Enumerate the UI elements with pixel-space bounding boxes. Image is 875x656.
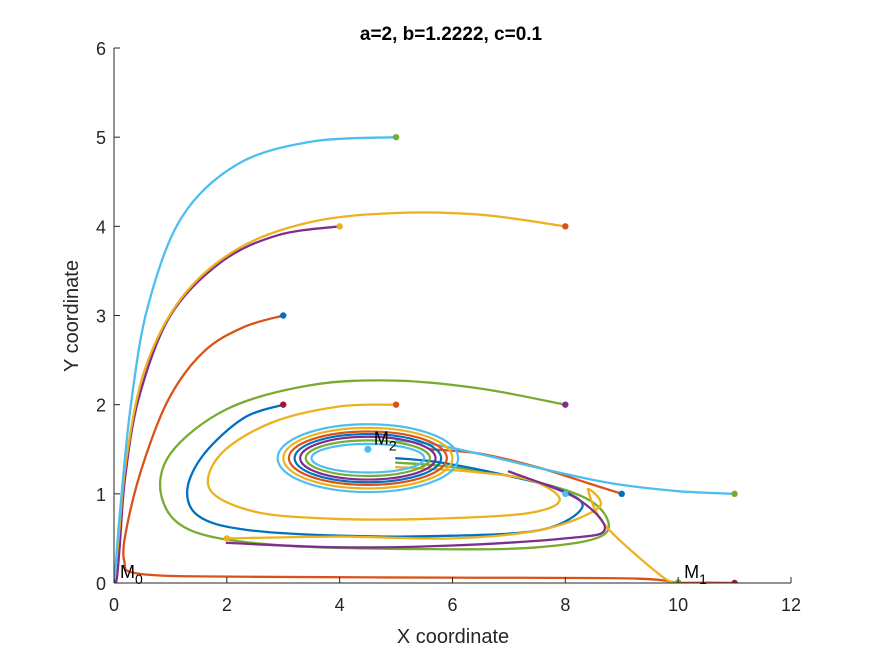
equilibrium-label-m1: M1 <box>684 562 707 587</box>
y-tick-label: 1 <box>96 485 106 505</box>
trajectory-line-4 <box>114 136 398 583</box>
y-tick-label: 6 <box>96 39 106 59</box>
start-point-3 <box>392 133 400 141</box>
x-tick-label: 10 <box>668 595 688 615</box>
equilibrium-label-m0: M0 <box>120 562 143 587</box>
limit-cycle-loop-7 <box>310 442 426 474</box>
start-point-4 <box>562 223 569 230</box>
equilibrium-point-m2 <box>364 445 372 453</box>
y-tick-label: 2 <box>96 396 106 416</box>
limit-cycle-loop-1 <box>276 423 460 494</box>
x-axis-title: X coordinate <box>397 626 509 648</box>
start-point-2 <box>336 223 343 230</box>
y-tick-label: 3 <box>96 307 106 327</box>
x-tick-label: 12 <box>781 595 801 615</box>
start-point-11 <box>731 579 738 583</box>
limit-cycle-loop-4 <box>293 432 443 484</box>
trajectory-line-5 <box>158 379 610 551</box>
equilibrium-label-m2: M2 <box>374 428 397 453</box>
start-point-10 <box>731 490 738 498</box>
x-tick-label: 6 <box>447 595 457 615</box>
trajectory-line-1 <box>122 314 680 583</box>
start-point-6 <box>280 401 287 408</box>
y-tick-label: 0 <box>96 574 106 594</box>
x-tick-label: 0 <box>109 595 119 615</box>
chart-title: a=2, b=1.2222, c=0.1 <box>360 24 543 45</box>
start-point-8 <box>223 535 231 542</box>
start-point-1 <box>280 312 287 319</box>
equilibrium-point-m0 <box>114 579 118 583</box>
x-tick-label: 4 <box>335 595 345 615</box>
y-tick-label: 5 <box>96 128 106 148</box>
start-point-5 <box>562 401 569 408</box>
limit-cycle-loop-2 <box>282 426 454 490</box>
start-point-7 <box>392 401 400 408</box>
limit-cycle-loop-3 <box>287 430 448 486</box>
y-tick-label: 4 <box>96 217 106 237</box>
start-point-9 <box>618 490 625 498</box>
trajectory-line-9 <box>225 470 606 549</box>
trajectory-line-8 <box>225 487 680 583</box>
start-point-12 <box>562 490 569 498</box>
limit-cycle-loop-6 <box>304 439 432 478</box>
limit-cycle-loop-5 <box>299 435 437 481</box>
y-axis-title: Y coordinate <box>61 260 83 372</box>
x-tick-label: 8 <box>560 595 570 615</box>
x-tick-label: 2 <box>222 595 232 615</box>
trajectory-line-2 <box>114 225 341 583</box>
